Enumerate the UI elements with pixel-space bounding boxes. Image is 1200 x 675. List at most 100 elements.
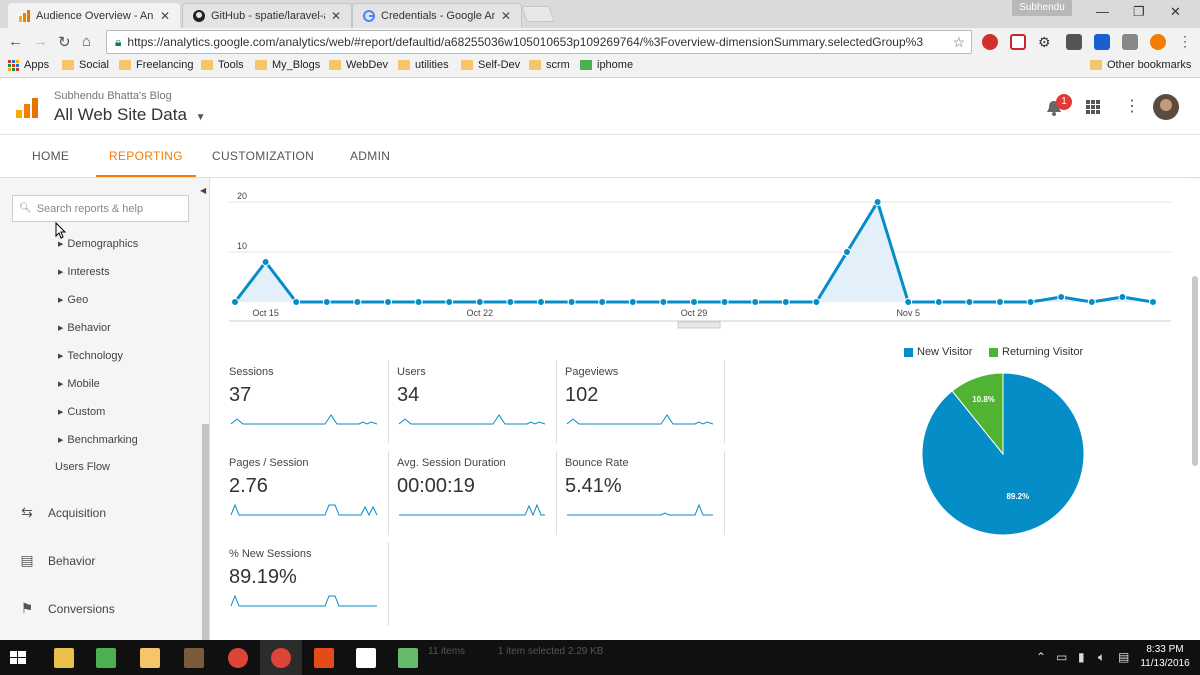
apps-grid-icon[interactable] bbox=[1086, 100, 1100, 114]
metric-card-bounce-rate[interactable]: Bounce Rate 5.41% bbox=[565, 451, 725, 535]
puzzle-extension-icon[interactable] bbox=[1066, 34, 1082, 50]
volume-icon[interactable]: 🔈︎ bbox=[1098, 650, 1106, 664]
bookmark-iphome[interactable]: iphome bbox=[580, 59, 633, 71]
bookmark-my-blogs[interactable]: My_Blogs bbox=[255, 59, 320, 71]
new-tab-button[interactable] bbox=[521, 6, 555, 22]
chrome-icon[interactable] bbox=[228, 648, 248, 668]
forward-arrow-icon[interactable]: → bbox=[33, 33, 48, 50]
metric-card-pageviews[interactable]: Pageviews 102 bbox=[565, 360, 725, 444]
blue-extension-icon[interactable] bbox=[1094, 34, 1110, 50]
sidebar-section-conversions[interactable]: ⚑ Conversions bbox=[18, 600, 115, 617]
power-icon[interactable]: ▮ bbox=[1078, 650, 1085, 664]
restore-icon[interactable]: ❐ bbox=[1133, 4, 1145, 19]
window-close-icon[interactable]: ✕ bbox=[1170, 4, 1181, 19]
windows-start-icon[interactable] bbox=[8, 648, 28, 668]
camtasia-recorder-icon[interactable] bbox=[398, 648, 418, 668]
bookmark-apps[interactable]: Apps bbox=[8, 59, 49, 71]
chrome-active-icon[interactable] bbox=[271, 648, 291, 668]
collapse-sidebar-icon[interactable]: ◀ bbox=[200, 186, 207, 195]
tab-home[interactable]: HOME bbox=[32, 149, 70, 163]
bookmark-webdev[interactable]: WebDev bbox=[329, 59, 388, 71]
metric-card-users[interactable]: Users 34 bbox=[397, 360, 557, 444]
folder-icon[interactable] bbox=[140, 648, 160, 668]
message-icon[interactable]: ▤ bbox=[1118, 650, 1130, 664]
bookmark-star-icon[interactable]: ☆ bbox=[952, 34, 965, 50]
close-icon[interactable]: ✕ bbox=[159, 8, 170, 23]
back-arrow-icon[interactable]: ← bbox=[8, 33, 23, 50]
sidebar-section-acquisition[interactable]: ⇆ Acquisition bbox=[18, 504, 106, 521]
reload-icon[interactable]: ↻ bbox=[58, 34, 71, 51]
data-point bbox=[690, 298, 698, 306]
file-explorer-icon[interactable] bbox=[54, 648, 74, 668]
sidebar-item-benchmarking[interactable]: ▶ Benchmarking bbox=[58, 434, 138, 446]
view-selector[interactable]: All Web Site Data ▼ bbox=[54, 105, 206, 125]
bookmark-social[interactable]: Social bbox=[62, 59, 109, 71]
more-vert-icon[interactable]: ⋮ bbox=[1124, 98, 1140, 115]
sidebar-item-mobile[interactable]: ▶ Mobile bbox=[58, 378, 100, 390]
sidebar-item-label: Geo bbox=[67, 294, 89, 306]
close-icon[interactable]: ✕ bbox=[500, 9, 511, 23]
bookmark-utilities[interactable]: utilities bbox=[398, 59, 449, 71]
browser-tab-credentials[interactable]: Credentials - Google An ✕ bbox=[352, 3, 522, 28]
tab-reporting[interactable]: REPORTING bbox=[96, 135, 196, 177]
sidebar-item-technology[interactable]: ▶ Technology bbox=[58, 350, 123, 362]
media-app-icon[interactable] bbox=[184, 648, 204, 668]
adblock-extension-icon[interactable] bbox=[982, 34, 998, 50]
camtasia-icon[interactable] bbox=[356, 648, 376, 668]
bookmark-freelancing[interactable]: Freelancing bbox=[119, 59, 193, 71]
metric-label: Avg. Session Duration bbox=[397, 457, 506, 469]
metric-card-sessions[interactable]: Sessions 37 bbox=[229, 360, 389, 444]
system-clock[interactable]: 8:33 PM 11/13/2016 bbox=[1140, 643, 1190, 671]
sidebar-item-behavior-sub[interactable]: ▶ Behavior bbox=[58, 322, 111, 334]
metric-card-new-sessions[interactable]: % New Sessions 89.19% bbox=[229, 542, 389, 626]
metric-card-pages-per-session[interactable]: Pages / Session 2.76 bbox=[229, 451, 389, 535]
sidebar-item-users-flow[interactable]: Users Flow bbox=[55, 461, 110, 473]
bookmark-other[interactable]: Other bookmarks bbox=[1090, 59, 1191, 71]
data-point bbox=[506, 298, 515, 306]
metric-value: 2.76 bbox=[229, 475, 268, 497]
browser-profile-chip[interactable]: Subhendu bbox=[1012, 0, 1072, 16]
close-icon[interactable]: ✕ bbox=[330, 9, 341, 23]
pie-slice bbox=[951, 372, 1004, 456]
gear-extension-icon[interactable]: ⚙ bbox=[1038, 34, 1051, 50]
notepad-icon[interactable] bbox=[96, 648, 116, 668]
minimize-icon[interactable]: — bbox=[1096, 4, 1109, 19]
metric-card-avg-session-duration[interactable]: Avg. Session Duration 00:00:19 bbox=[397, 451, 557, 535]
sidebar-item-demographics[interactable]: ▶ Demographics bbox=[58, 238, 138, 250]
sidebar-item-label: Benchmarking bbox=[67, 434, 138, 446]
home-icon[interactable]: ⌂ bbox=[82, 33, 92, 50]
sidebar-item-geo[interactable]: ▶ Geo bbox=[58, 294, 88, 306]
data-point bbox=[1026, 298, 1035, 306]
data-point bbox=[353, 298, 362, 306]
tab-admin[interactable]: ADMIN bbox=[350, 149, 391, 163]
main-scrollbar[interactable] bbox=[1192, 276, 1198, 466]
caret-down-icon: ▼ bbox=[195, 112, 206, 123]
sidebar-scrollbar[interactable] bbox=[202, 424, 209, 640]
sidebar-item-interests[interactable]: ▶ Interests bbox=[58, 266, 110, 278]
chrome-menu-icon[interactable]: ⋮ bbox=[1178, 33, 1192, 49]
tab-customization[interactable]: CUSTOMIZATION bbox=[212, 149, 315, 163]
sidebar-item-custom[interactable]: ▶ Custom bbox=[58, 406, 105, 418]
bookmark-scrm[interactable]: scrm bbox=[529, 59, 570, 71]
tab-title: GitHub - spatie/laravel-a bbox=[211, 10, 325, 22]
cloud-extension-icon[interactable] bbox=[1122, 34, 1138, 50]
account-name: Subhendu Bhatta's Blog bbox=[54, 90, 172, 102]
orange-extension-icon[interactable] bbox=[1150, 34, 1166, 50]
metric-label: Sessions bbox=[229, 366, 274, 378]
browser-tab-github[interactable]: GitHub - spatie/laravel-a ✕ bbox=[182, 3, 352, 28]
display-icon[interactable]: ▭ bbox=[1056, 650, 1068, 664]
search-input[interactable]: 🔍︎ Search reports & help bbox=[12, 195, 189, 222]
address-bar[interactable]: 🔒︎ https://analytics.google.com/analytic… bbox=[106, 30, 972, 54]
pdf-extension-icon[interactable] bbox=[1010, 34, 1026, 50]
sessions-line-chart: 10 20 Oct 15 Oct 22 Oct 29 Nov 5 bbox=[229, 191, 1171, 329]
bookmark-tools[interactable]: Tools bbox=[201, 59, 244, 71]
browser-tab-analytics[interactable]: Audience Overview - An ✕ bbox=[8, 3, 180, 28]
chevron-up-icon[interactable]: ⌃ bbox=[1036, 650, 1047, 664]
git-icon[interactable] bbox=[314, 648, 334, 668]
sidebar-item-label: Technology bbox=[67, 350, 124, 362]
sidebar-section-behavior[interactable]: ▤ Behavior bbox=[18, 552, 95, 569]
avatar[interactable] bbox=[1153, 94, 1179, 120]
bookmark-self-dev[interactable]: Self-Dev bbox=[461, 59, 520, 71]
bookmark-label: iphome bbox=[597, 59, 634, 71]
tab-title: Credentials - Google An bbox=[381, 10, 495, 22]
